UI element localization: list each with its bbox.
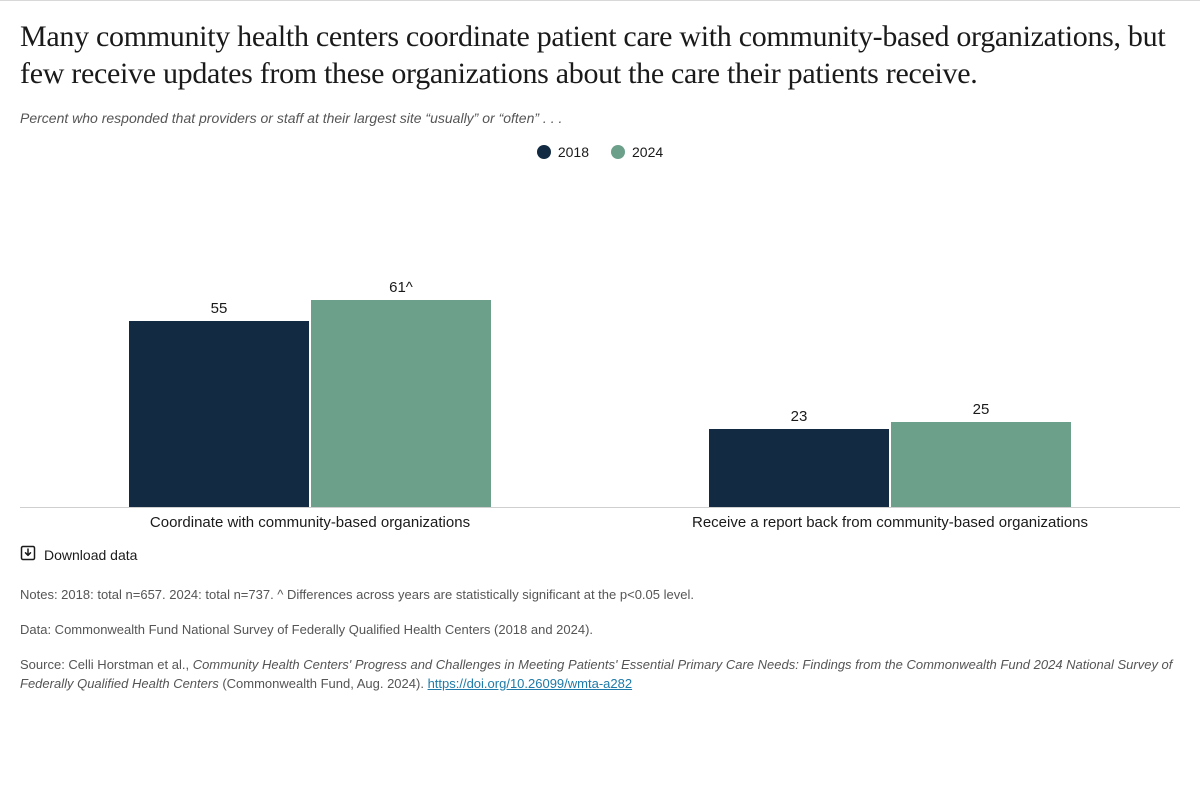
bar: [311, 300, 491, 507]
download-icon: [20, 545, 36, 564]
legend-swatch-2018: [537, 145, 551, 159]
legend: 2018 2024: [20, 144, 1180, 160]
data-source-text: Data: Commonwealth Fund National Survey …: [20, 621, 1180, 640]
x-axis-label: Coordinate with community-based organiza…: [20, 514, 600, 531]
bar-value-label: 23: [791, 408, 808, 425]
bar: [129, 321, 309, 507]
bar: [709, 429, 889, 507]
download-data-button[interactable]: Download data: [20, 545, 1180, 564]
legend-label-2024: 2024: [632, 144, 663, 160]
download-label: Download data: [44, 547, 137, 563]
doi-link[interactable]: https://doi.org/10.26099/wmta-a282: [428, 676, 633, 691]
bar-value-label: 55: [211, 300, 228, 317]
x-axis-label: Receive a report back from community-bas…: [600, 514, 1180, 531]
legend-item-2024: 2024: [611, 144, 663, 160]
bar-value-label: 25: [973, 401, 990, 418]
legend-item-2018: 2018: [537, 144, 589, 160]
bar-chart: 55 61^ 23 25: [20, 168, 1180, 508]
chart-title: Many community health centers coordinate…: [20, 19, 1180, 92]
bar-group: 55 61^: [20, 168, 600, 507]
bar-group: 23 25: [600, 168, 1180, 507]
chart-subtitle: Percent who responded that providers or …: [20, 110, 1180, 126]
bar-value-label: 61^: [389, 279, 413, 296]
x-axis-labels: Coordinate with community-based organiza…: [20, 514, 1180, 531]
legend-label-2018: 2018: [558, 144, 589, 160]
notes-text: Notes: 2018: total n=657. 2024: total n=…: [20, 586, 1180, 605]
source-citation: Source: Celli Horstman et al., Community…: [20, 656, 1180, 694]
legend-swatch-2024: [611, 145, 625, 159]
bar: [891, 422, 1071, 507]
